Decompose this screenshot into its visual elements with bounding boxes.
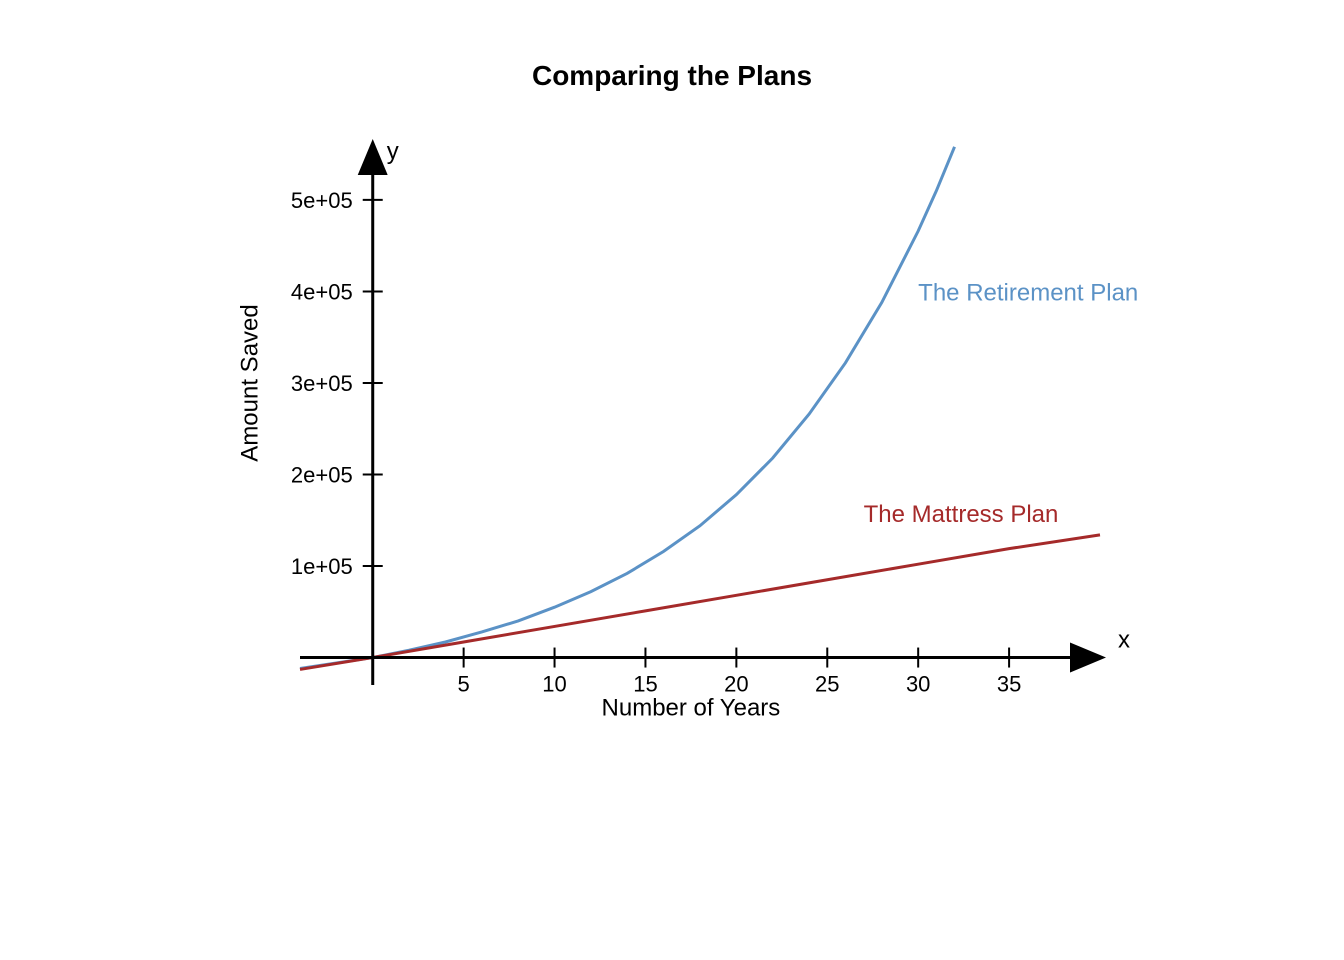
y-tick-label: 3e+05 (291, 371, 353, 396)
x-tick-label: 25 (815, 672, 839, 697)
chart-svg: The Retirement Plan The Mattress Plan 5 10 1… (0, 0, 1344, 960)
series-label: The Retirement Plan (918, 280, 1138, 307)
y-tick-label: 4e+05 (291, 279, 353, 304)
x-tick-label: 10 (542, 672, 566, 697)
y-tick-label: 1e+05 (291, 554, 353, 579)
x-tick-label: 20 (724, 672, 748, 697)
x-tick-label: 15 (633, 672, 657, 697)
chart-title: Comparing the Plans (0, 60, 1344, 92)
x-tick-label: 35 (997, 672, 1021, 697)
series-line (300, 535, 1100, 670)
series-label: The Mattress Plan (864, 501, 1059, 528)
chart-container: Comparing the Plans The Retirement PlanT… (0, 0, 1344, 960)
x-tick-label: 30 (906, 672, 930, 697)
x-axis-letter: x (1118, 627, 1130, 654)
y-axis-letter: y (387, 138, 399, 165)
y-tick-label: 2e+05 (291, 462, 353, 487)
x-tick-label: 5 (458, 672, 470, 697)
y-tick-label: 5e+05 (291, 188, 353, 213)
y-axis-label: Amount Saved (237, 304, 264, 461)
series-line (300, 147, 955, 669)
x-axis-label: Number of Years (602, 695, 781, 722)
